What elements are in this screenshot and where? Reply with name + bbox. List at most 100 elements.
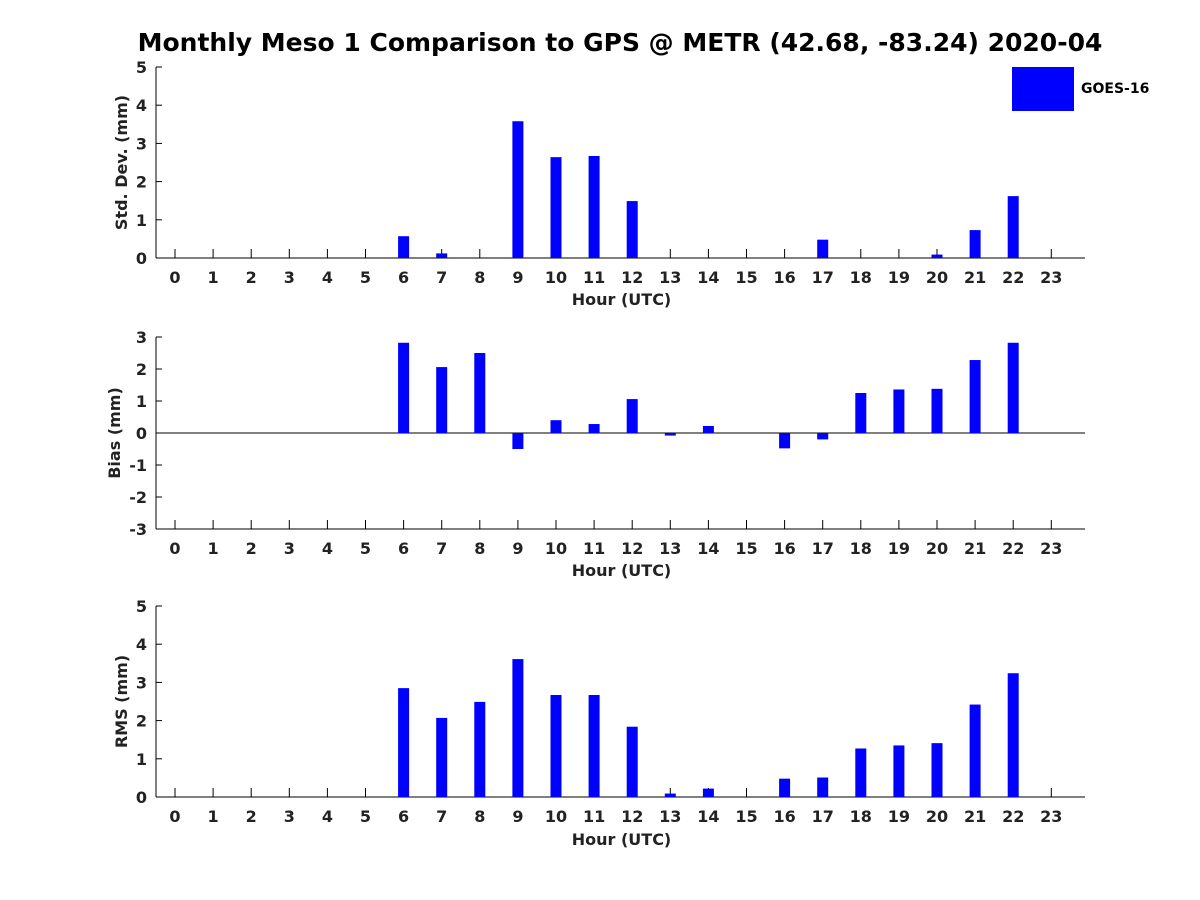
x-tick-label: 0 <box>169 268 180 287</box>
x-tick-label: 21 <box>964 807 986 826</box>
x-tick-label: 14 <box>697 807 719 826</box>
x-tick-label: 22 <box>1002 807 1024 826</box>
x-tick-label: 5 <box>360 807 371 826</box>
y-tick-label: 4 <box>136 96 147 115</box>
y-tick-label: 3 <box>136 328 147 347</box>
bar-hour-16 <box>779 778 791 797</box>
x-tick-label: 14 <box>697 268 719 287</box>
bar-hour-11 <box>588 424 600 433</box>
bar-hour-12 <box>626 399 638 433</box>
bar-hour-19 <box>893 745 905 797</box>
bar-hour-18 <box>855 393 867 433</box>
x-tick-label: 19 <box>888 807 910 826</box>
x-tick-label: 5 <box>360 268 371 287</box>
bar-hour-11 <box>588 695 600 797</box>
bar-hour-21 <box>969 360 981 433</box>
figure-title: Monthly Meso 1 Comparison to GPS @ METR … <box>137 28 1103 57</box>
y-tick-label: -2 <box>129 488 147 507</box>
y-tick-label: -3 <box>129 520 147 539</box>
x-tick-label: 15 <box>735 268 757 287</box>
x-tick-label: 13 <box>659 807 681 826</box>
bar-hour-9 <box>512 433 524 449</box>
x-tick-label: 14 <box>697 539 719 558</box>
bar-hour-10 <box>550 157 562 258</box>
x-tick-label: 11 <box>583 268 605 287</box>
x-axis-label: Hour (UTC) <box>572 830 672 849</box>
y-tick-label: 3 <box>136 673 147 692</box>
legend-swatch <box>1012 67 1074 111</box>
x-tick-label: 13 <box>659 268 681 287</box>
x-tick-label: 0 <box>169 807 180 826</box>
x-tick-label: 16 <box>773 268 795 287</box>
y-tick-label: 2 <box>136 173 147 192</box>
x-tick-label: 6 <box>398 268 409 287</box>
bar-hour-14 <box>702 788 714 797</box>
y-tick-label: 0 <box>136 424 147 443</box>
y-tick-label: 2 <box>136 360 147 379</box>
x-tick-label: 11 <box>583 539 605 558</box>
bar-hour-10 <box>550 420 562 433</box>
x-tick-label: 19 <box>888 268 910 287</box>
x-tick-label: 21 <box>964 539 986 558</box>
bar-hour-17 <box>817 239 829 258</box>
x-tick-label: 8 <box>474 539 485 558</box>
bar-hour-16 <box>779 433 791 449</box>
x-tick-label: 2 <box>246 807 257 826</box>
bar-hour-17 <box>817 777 829 797</box>
bar-hour-11 <box>588 156 600 258</box>
bar-hour-12 <box>626 726 638 797</box>
bar-hour-21 <box>969 704 981 797</box>
x-tick-label: 20 <box>926 539 948 558</box>
bar-hour-10 <box>550 695 562 797</box>
bar-hour-13 <box>664 793 676 797</box>
x-tick-label: 4 <box>322 268 333 287</box>
x-tick-label: 6 <box>398 539 409 558</box>
x-tick-label: 6 <box>398 807 409 826</box>
x-tick-label: 9 <box>512 268 523 287</box>
bar-hour-21 <box>969 230 981 258</box>
x-tick-label: 18 <box>850 539 872 558</box>
bar-hour-20 <box>931 743 943 797</box>
y-axis-label: Bias (mm) <box>105 387 124 479</box>
bar-hour-8 <box>474 701 486 797</box>
x-tick-label: 9 <box>512 539 523 558</box>
x-tick-label: 15 <box>735 807 757 826</box>
y-tick-label: 3 <box>136 134 147 153</box>
x-tick-label: 11 <box>583 807 605 826</box>
x-tick-label: 17 <box>812 268 834 287</box>
bar-hour-20 <box>931 254 943 258</box>
x-tick-label: 3 <box>284 539 295 558</box>
x-tick-label: 12 <box>621 539 643 558</box>
y-tick-label: 1 <box>136 392 147 411</box>
x-tick-label: 4 <box>322 807 333 826</box>
x-tick-label: 1 <box>208 539 219 558</box>
bar-hour-12 <box>626 201 638 258</box>
x-tick-label: 17 <box>812 807 834 826</box>
y-tick-label: 0 <box>136 788 147 807</box>
x-tick-label: 7 <box>436 539 447 558</box>
x-tick-label: 1 <box>208 807 219 826</box>
x-tick-label: 16 <box>773 539 795 558</box>
x-tick-label: 2 <box>246 268 257 287</box>
x-axis-label: Hour (UTC) <box>572 561 672 580</box>
bar-hour-7 <box>436 717 448 797</box>
x-tick-label: 23 <box>1040 807 1062 826</box>
x-tick-label: 16 <box>773 807 795 826</box>
x-tick-label: 7 <box>436 268 447 287</box>
y-tick-label: 1 <box>136 750 147 769</box>
x-tick-label: 3 <box>284 807 295 826</box>
x-tick-label: 10 <box>545 539 567 558</box>
x-tick-label: 8 <box>474 807 485 826</box>
x-tick-label: 22 <box>1002 268 1024 287</box>
x-tick-label: 9 <box>512 807 523 826</box>
x-tick-label: 20 <box>926 807 948 826</box>
x-tick-label: 10 <box>545 268 567 287</box>
bar-hour-18 <box>855 748 867 797</box>
x-tick-label: 23 <box>1040 539 1062 558</box>
x-tick-label: 8 <box>474 268 485 287</box>
y-tick-label: 0 <box>136 249 147 268</box>
y-tick-label: 5 <box>136 597 147 616</box>
x-tick-label: 15 <box>735 539 757 558</box>
bar-hour-22 <box>1007 673 1019 797</box>
y-axis-label: RMS (mm) <box>112 655 131 748</box>
